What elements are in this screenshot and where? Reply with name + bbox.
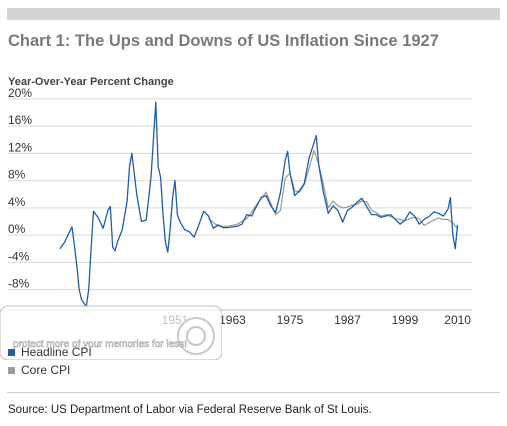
y-tick-label: 4% (8, 195, 26, 209)
y-tick-label: 16% (8, 113, 32, 127)
legend-label-headline: Headline CPI (21, 345, 92, 359)
legend-swatch-core (8, 366, 15, 374)
x-tick-label: 1963 (219, 313, 246, 327)
legend-label-core: Core CPI (21, 363, 71, 377)
y-tick-labels: -8% -4% 0% 4% 8% 12% 16% 20% (8, 86, 32, 291)
watermark: protect more of your memories for less! (0, 305, 222, 360)
x-tick-label: 1987 (334, 313, 361, 327)
footer-rule (7, 392, 500, 393)
legend-swatch-headline (8, 348, 15, 356)
watermark-plate (0, 305, 222, 360)
chart-title: Chart 1: The Ups and Downs of US Inflati… (8, 32, 439, 50)
series-lines (59, 101, 459, 308)
y-tick-label: 12% (8, 140, 32, 154)
y-axis-label: Year-Over-Year Percent Change (8, 76, 174, 88)
legend-item-core: Core CPI (8, 363, 70, 377)
x-tick-label: 1975 (277, 313, 304, 327)
x-tick-label: 2010 (444, 313, 471, 327)
y-tick-label: -4% (8, 249, 30, 263)
legend-item-headline: Headline CPI (8, 345, 92, 359)
watermark-lens-ring-icon (186, 326, 206, 346)
y-tick-label: 20% (8, 86, 32, 100)
gridlines (8, 98, 472, 311)
y-tick-label: -8% (8, 277, 30, 291)
watermark-lens-icon (177, 317, 215, 355)
y-tick-label: 0% (8, 222, 26, 236)
source-note: Source: US Department of Labor via Feder… (8, 404, 372, 416)
x-tick-label: 1999 (392, 313, 419, 327)
header-rule (7, 8, 500, 20)
y-tick-label: 8% (8, 168, 26, 182)
watermark-tagline: protect more of your memories for less! (13, 339, 187, 350)
series-line-headline-cpi (59, 101, 459, 308)
